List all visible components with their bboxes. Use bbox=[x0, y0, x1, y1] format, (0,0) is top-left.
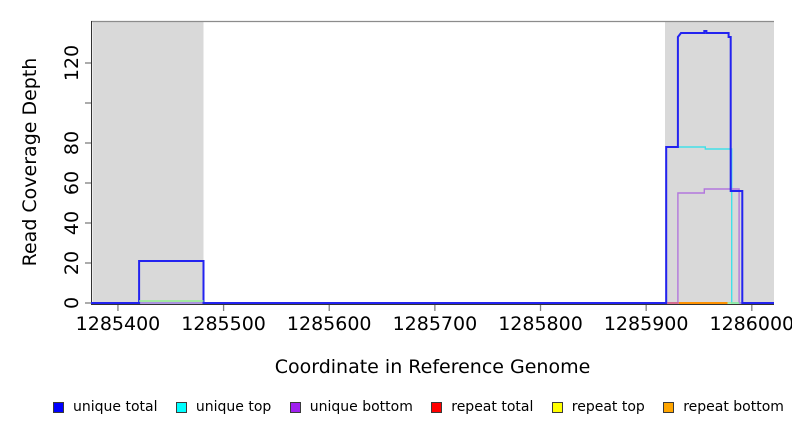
shaded-region-2 bbox=[665, 21, 774, 303]
x-tick-label: 1285700 bbox=[393, 313, 478, 335]
y-tick-label: 20 bbox=[61, 251, 83, 275]
legend-label-unique-top: unique top bbox=[195, 399, 272, 415]
legend-swatch-repeat-total bbox=[431, 401, 443, 413]
legend-item-unique-total: unique total bbox=[53, 399, 157, 415]
y-tick-label: 120 bbox=[61, 45, 83, 81]
legend-label-repeat-total: repeat total bbox=[451, 399, 534, 415]
x-axis-title: Coordinate in Reference Genome bbox=[274, 356, 591, 378]
legend-swatch-unique-top bbox=[175, 401, 187, 413]
y-tick-label: 60 bbox=[61, 171, 83, 195]
y-tick-label: 0 bbox=[61, 297, 83, 309]
x-tick-label: 1286000 bbox=[710, 313, 792, 335]
shaded-region-1 bbox=[92, 21, 204, 303]
y-axis-title: Read Coverage Depth bbox=[19, 57, 41, 267]
y-tick-label: 40 bbox=[61, 211, 83, 235]
legend-swatch-unique-bottom bbox=[289, 401, 301, 413]
legend-swatch-unique-total bbox=[53, 401, 64, 413]
legend-item-repeat-total: repeat total bbox=[431, 399, 533, 415]
x-tick-label: 1285900 bbox=[604, 313, 689, 335]
y-tick-label: 80 bbox=[61, 131, 83, 155]
legend-label-repeat-bottom: repeat bottom bbox=[683, 399, 784, 415]
x-tick-label: 1285800 bbox=[498, 313, 583, 335]
legend-item-repeat-top: repeat top bbox=[551, 399, 645, 415]
legend-swatch-repeat-top bbox=[551, 401, 563, 413]
legend-label-repeat-top: repeat top bbox=[571, 399, 645, 415]
legend-swatch-repeat-bottom bbox=[663, 401, 675, 413]
coverage-plot-canvas: 1285400 1285500 1285600 1285700 1285800 12859… bbox=[61, 20, 792, 335]
legend-item-unique-top: unique top bbox=[175, 399, 272, 415]
x-tick-label: 1285500 bbox=[181, 313, 266, 335]
legend-label-unique-total: unique total bbox=[73, 399, 158, 415]
legend-item-unique-bottom: unique bottom bbox=[289, 399, 413, 415]
x-tick-label: 1285600 bbox=[287, 313, 372, 335]
x-tick-label: 1285400 bbox=[76, 313, 161, 335]
legend: unique total unique top unique bottom repea… bbox=[53, 398, 784, 416]
series-unique-bottom bbox=[91, 188, 774, 304]
series-unique-total bbox=[91, 30, 774, 304]
legend-label-unique-bottom: unique bottom bbox=[309, 399, 413, 415]
legend-item-repeat-bottom: repeat bottom bbox=[663, 399, 784, 415]
